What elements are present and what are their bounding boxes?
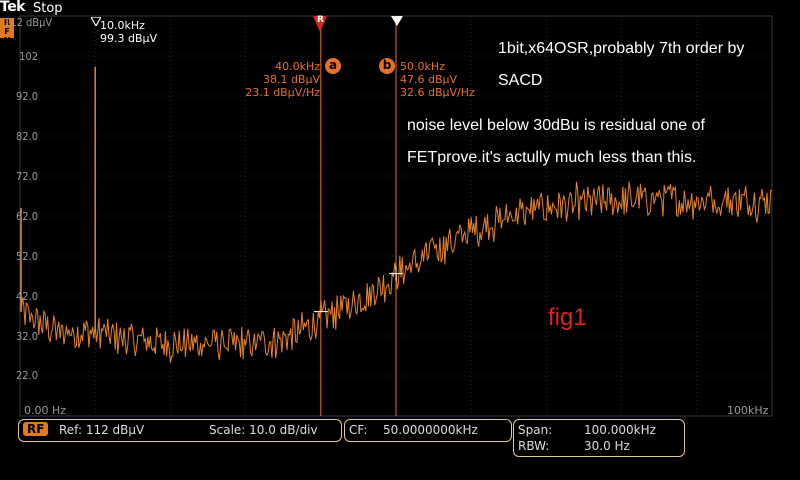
- span-value: 100.000kHz: [584, 423, 656, 437]
- y-label-52: 52.0: [15, 250, 38, 263]
- y-label-22: 22.0: [15, 369, 38, 382]
- y-label-32: 32.0: [15, 330, 38, 343]
- marker-b-freq: 50.0kHz: [400, 60, 445, 73]
- ref-marker-freq: 10.0kHz: [100, 19, 145, 32]
- x-end-label: 100kHz: [727, 404, 769, 417]
- marker-b-badge[interactable]: b: [379, 58, 395, 74]
- run-state-label[interactable]: Stop: [33, 1, 63, 16]
- cf-label: CF:: [349, 423, 368, 437]
- y-label-72: 72.0: [15, 170, 38, 183]
- annotation-2-line-1: noise level below 30dBu is residual one …: [407, 117, 705, 134]
- marker-a-freq: 40.0kHz: [275, 60, 320, 73]
- annotation-1-line-2: SACD: [498, 72, 543, 89]
- y-label-102: 102: [19, 50, 38, 63]
- rf-badge-line-1: R: [3, 18, 11, 27]
- cf-value: 50.0000000kHz: [383, 423, 478, 437]
- marker-a-density: 23.1 dBμV/Hz: [245, 86, 320, 99]
- status-ref-scale[interactable]: RF Ref: 112 dBμV Scale: 10.0 dB/div: [18, 419, 342, 442]
- rf-badge-line-2: F: [4, 27, 10, 36]
- marker-lines: [313, 16, 403, 416]
- spectrum-plot[interactable]: [0, 0, 800, 420]
- ref-marker-handle[interactable]: [91, 17, 101, 26]
- annotation-2-line-2: FETprove.it's actully much less than thi…: [407, 149, 697, 166]
- annotation-1-line-1: 1bit,x64OSR,probably 7th order by: [498, 40, 745, 57]
- brand-logo: Tek: [0, 0, 26, 15]
- status-center-freq[interactable]: CF: 50.0000000kHz: [344, 419, 512, 442]
- figure-label: fig1: [548, 304, 587, 331]
- y-label-62: 62.0: [15, 210, 38, 223]
- y-label-92: 92.0: [15, 90, 38, 103]
- r-marker-handle[interactable]: [313, 16, 327, 32]
- rf-badge-line-3: N: [3, 36, 11, 45]
- y-label-82: 82.0: [15, 130, 38, 143]
- marker-a-level: 38.1 dBμV: [262, 73, 320, 86]
- r-marker-label: R: [317, 15, 324, 25]
- span-label: Span:: [518, 423, 553, 437]
- x-start-label: 0.00 Hz: [24, 404, 67, 417]
- marker-b-readout: 50.0kHz 47.6 dBμV 32.6 dBμV/Hz: [400, 60, 475, 99]
- marker-b-density: 32.6 dBμV/Hz: [400, 86, 475, 99]
- marker-a-badge[interactable]: a: [325, 58, 341, 74]
- ref-level: Ref: 112 dBμV: [59, 423, 145, 437]
- y-label-42: 42.0: [15, 290, 38, 303]
- status-span-rbw[interactable]: Span: 100.000kHz RBW: 30.0 Hz: [513, 419, 685, 457]
- y-label-ref: 112 dBμV: [4, 16, 53, 29]
- b-marker-handle[interactable]: [391, 16, 403, 26]
- ref-marker-readout: 10.0kHz 99.3 dBμV: [100, 19, 157, 45]
- marker-b-level: 47.6 dBμV: [400, 73, 458, 86]
- scale-value: Scale: 10.0 dB/div: [209, 423, 318, 437]
- ref-marker-level: 99.3 dBμV: [100, 32, 158, 45]
- rbw-value: 30.0 Hz: [584, 439, 630, 453]
- rf-channel-badge[interactable]: R F N: [0, 18, 14, 45]
- marker-a-readout: 40.0kHz 38.1 dBμV 23.1 dBμV/Hz: [240, 60, 320, 99]
- rbw-label: RBW:: [518, 439, 550, 453]
- rf-pill: RF: [23, 422, 49, 436]
